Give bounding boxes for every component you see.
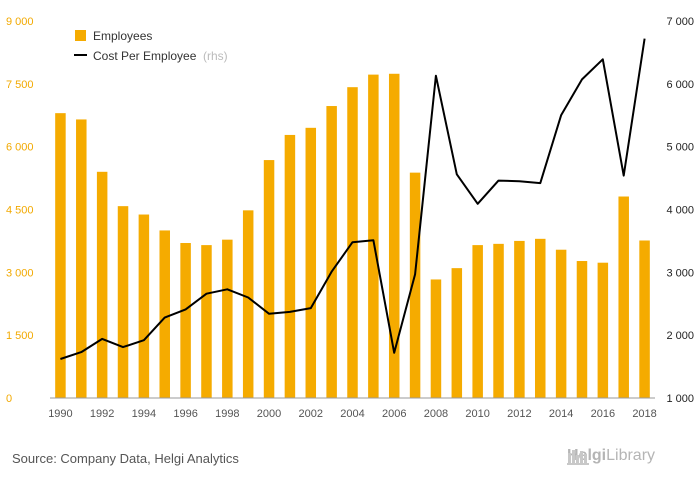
legend-label-cost-per-employee: Cost Per Employee xyxy=(93,49,197,63)
bar-employees-2013 xyxy=(535,238,546,398)
bar-employees-2016 xyxy=(597,262,609,398)
x-tick-label: 2018 xyxy=(632,408,656,420)
y-right-tick-label: 2 000 xyxy=(666,330,694,342)
bar-employees-2018 xyxy=(639,240,650,398)
bar-employees-2008 xyxy=(430,279,442,398)
y-right-tick-label: 3 000 xyxy=(666,267,694,279)
bar-employees-1991 xyxy=(76,119,87,398)
legend-label-employees: Employees xyxy=(93,29,152,43)
bar-employees-2010 xyxy=(472,245,483,398)
bar-employees-1996 xyxy=(180,243,191,398)
bar-employees-1993 xyxy=(117,206,129,398)
y-left-tick-label: 4 500 xyxy=(6,205,34,217)
bar-employees-2002 xyxy=(305,127,317,399)
bar-employees-2000 xyxy=(263,160,275,398)
x-tick-label: 2016 xyxy=(591,408,615,420)
y-right-tick-label: 1 000 xyxy=(666,393,694,405)
y-left-tick-label: 6 000 xyxy=(6,142,34,154)
y-left-tick-label: 3 000 xyxy=(6,267,34,279)
bar-employees-2001 xyxy=(284,134,296,398)
brand-logo: HelgiLibrary xyxy=(567,447,655,465)
bar-employees-1990 xyxy=(55,113,66,399)
y-right-tick-label: 4 000 xyxy=(666,205,694,217)
x-tick-label: 1994 xyxy=(132,408,156,420)
bar-employees-2017 xyxy=(618,196,629,398)
x-tick-label: 1992 xyxy=(90,408,114,420)
x-tick-label: 1998 xyxy=(215,408,239,420)
y-right-tick-label: 7 000 xyxy=(666,16,694,28)
bar-employees-2014 xyxy=(555,249,567,398)
legend-swatch-employees xyxy=(75,30,86,41)
y-left-tick-label: 9 000 xyxy=(6,16,34,28)
bar-employees-1999 xyxy=(242,210,254,398)
x-tick-label: 2002 xyxy=(299,408,323,420)
x-tick-label: 2014 xyxy=(549,408,573,420)
brand-library: Library xyxy=(606,447,656,464)
bar-employees-2015 xyxy=(576,261,588,398)
line-cost-per-employee xyxy=(60,38,646,360)
bar-employees-2006 xyxy=(388,73,400,398)
x-tick-label: 1990 xyxy=(48,408,72,420)
source-note: Source: Company Data, Helgi Analytics xyxy=(12,451,239,466)
y-left-tick-label: 7 500 xyxy=(6,79,34,91)
x-tick-label: 1996 xyxy=(173,408,197,420)
bar-employees-1994 xyxy=(138,214,150,398)
bar-employees-1992 xyxy=(96,171,108,398)
bar-employees-2007 xyxy=(409,172,421,398)
bar-employees-1998 xyxy=(222,239,233,398)
x-tick-label: 2004 xyxy=(340,408,364,420)
bar-employees-2011 xyxy=(493,243,504,398)
x-tick-label: 2012 xyxy=(507,408,531,420)
x-tick-label: 2000 xyxy=(257,408,281,420)
x-tick-label: 2008 xyxy=(424,408,448,420)
bar-employees-2012 xyxy=(514,240,525,398)
bar-employees-1997 xyxy=(201,245,212,398)
bar-employees-2003 xyxy=(326,106,337,398)
x-tick-label: 2006 xyxy=(382,408,406,420)
bar-employees-1995 xyxy=(159,230,170,398)
y-right-tick-label: 6 000 xyxy=(666,79,694,91)
bar-employees-2009 xyxy=(451,268,463,398)
y-right-tick-label: 5 000 xyxy=(666,142,694,154)
y-left-tick-label: 0 xyxy=(6,393,12,405)
bar-employees-2005 xyxy=(368,74,379,399)
x-tick-label: 2010 xyxy=(465,408,489,420)
library-logo-icon xyxy=(567,450,589,465)
legend-note-rhs: (rhs) xyxy=(203,49,228,63)
y-left-tick-label: 1 500 xyxy=(6,330,34,342)
